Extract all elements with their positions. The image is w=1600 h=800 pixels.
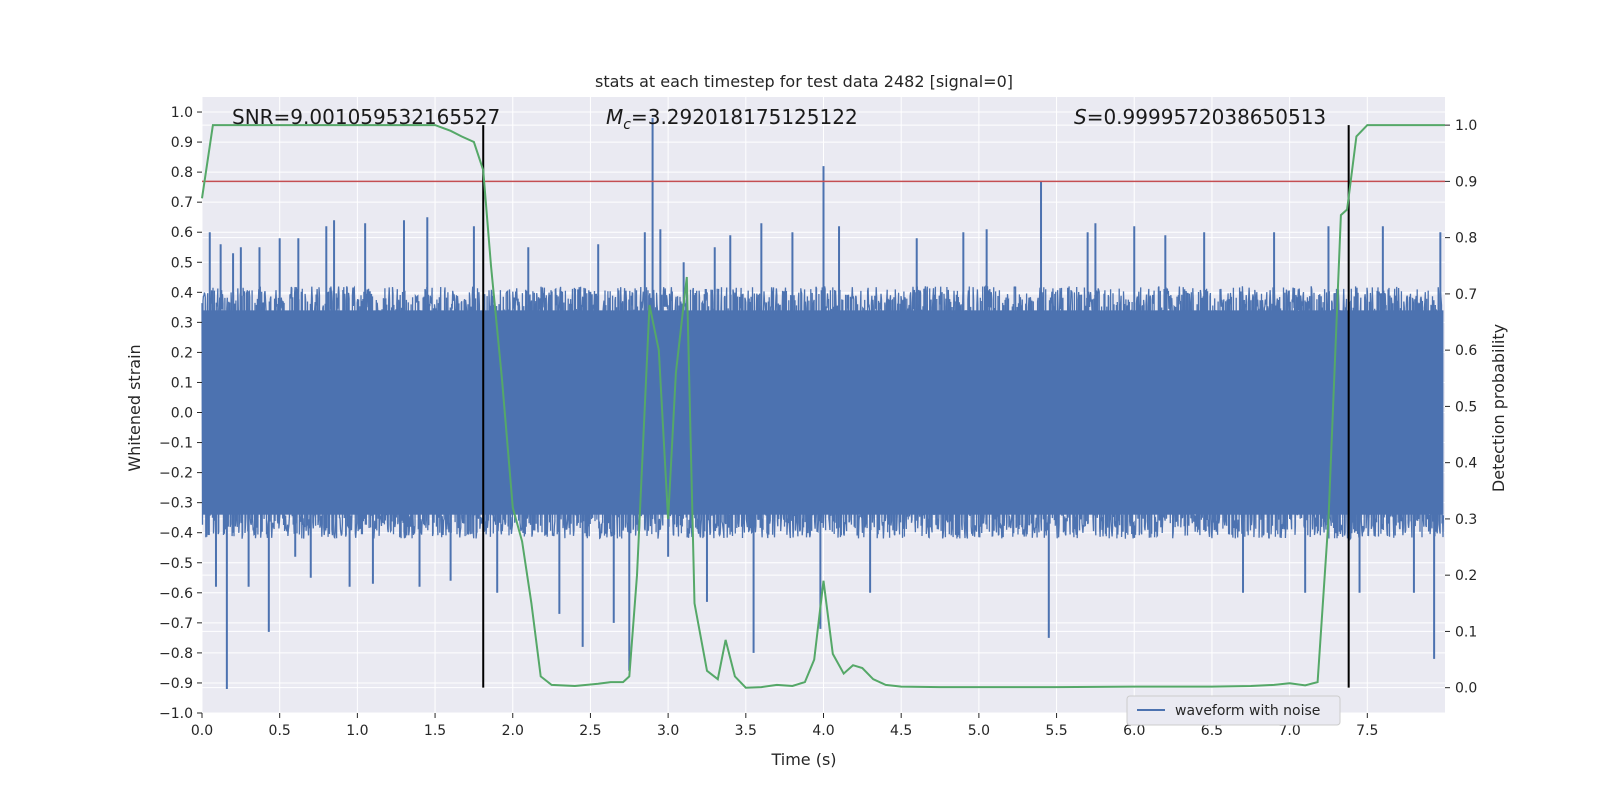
chirp-mass-symbol: M (606, 105, 623, 129)
snr-annotation: SNR=9.001059532165527 (232, 105, 500, 129)
score-annotation: S=0.9999572038650513 (1074, 105, 1326, 129)
y-tick-label: −1.0 (159, 706, 193, 722)
x-axis-ticks: 0.0 0.5 1.0 1.5 2.0 2.5 3.0 3.5 4.0 4.5 5.0 5.5 6.0 6… (191, 713, 1378, 739)
y-tick-label: 0.5 (171, 255, 193, 271)
x-tick-label: 0.5 (269, 723, 291, 739)
y-tick-label: 1.0 (171, 105, 193, 121)
chirp-mass-value: =3.292018175125122 (631, 105, 858, 129)
chirp-mass-subscript: c (623, 117, 631, 133)
y-tick-label: 0.6 (171, 225, 193, 241)
y2-tick-label: 0.0 (1455, 681, 1477, 697)
chart-title: stats at each timestep for test data 248… (595, 72, 1013, 91)
x-tick-label: 3.5 (735, 723, 757, 739)
y2-tick-label: 0.8 (1455, 231, 1477, 247)
y-tick-label: 0.3 (171, 315, 193, 331)
x-tick-label: 7.5 (1356, 723, 1378, 739)
y2-tick-label: 1.0 (1455, 118, 1477, 134)
y-tick-label: −0.2 (159, 466, 193, 482)
y-axis-title: Whitened strain (125, 344, 144, 471)
x-tick-label: 2.0 (502, 723, 524, 739)
detection-probability-line (201, 124, 1445, 689)
noise-spikes (204, 118, 1442, 689)
x-tick-label: 6.5 (1201, 723, 1223, 739)
y-tick-label: 0.2 (171, 345, 193, 361)
y-tick-label: −0.6 (159, 586, 193, 602)
y2-axis-title: Detection probability (1489, 324, 1508, 492)
y-tick-label: −0.4 (159, 526, 193, 542)
y-tick-label: −0.3 (159, 496, 193, 512)
y2-tick-label: 0.6 (1455, 343, 1477, 359)
x-axis-title: Time (s) (770, 750, 836, 769)
y-tick-label: −0.7 (159, 616, 193, 632)
y-tick-label: 0.1 (171, 375, 193, 391)
legend-box (1126, 695, 1341, 726)
y2-tick-label: 0.1 (1455, 624, 1477, 640)
y2-tick-label: 0.2 (1455, 568, 1477, 584)
y2-tick-label: 0.4 (1455, 456, 1477, 472)
x-tick-label: 0.0 (191, 723, 213, 739)
x-tick-label: 7.0 (1278, 723, 1300, 739)
legend: waveform with noise (1126, 695, 1341, 726)
x-tick-label: 6.0 (1123, 723, 1145, 739)
x-tick-label: 2.5 (579, 723, 601, 739)
y-tick-label: −0.8 (159, 646, 193, 662)
y2-tick-label: 0.9 (1455, 174, 1477, 190)
score-value: =0.9999572038650513 (1087, 105, 1326, 129)
y-axis-ticks: −1.0 −0.9 −0.8 −0.7 −0.6 −0.5 −0.4 −0.3 −0.2 −0.1… (159, 105, 202, 722)
score-symbol: S (1074, 105, 1087, 129)
y-tick-label: −0.1 (159, 436, 193, 452)
vertical-markers (482, 125, 1350, 688)
y-tick-label: 0.4 (171, 285, 193, 301)
x-tick-label: 5.5 (1045, 723, 1067, 739)
x-tick-label: 4.0 (812, 723, 834, 739)
x-tick-label: 5.0 (968, 723, 990, 739)
y-tick-label: −0.9 (159, 676, 193, 692)
y-tick-label: −0.5 (159, 556, 193, 572)
y-tick-label: 0.8 (171, 165, 193, 181)
x-tick-label: 1.5 (424, 723, 446, 739)
x-tick-label: 3.0 (657, 723, 679, 739)
y2-tick-label: 0.7 (1455, 287, 1477, 303)
y-tick-label: 0.7 (171, 195, 193, 211)
y2-axis-ticks: 0.0 0.1 0.2 0.3 0.4 0.5 0.6 0.7 0.8 0.9 1.0 (1445, 118, 1477, 697)
x-tick-label: 1.0 (346, 723, 368, 739)
y-tick-label: 0.0 (171, 406, 193, 422)
x-tick-label: 4.5 (890, 723, 912, 739)
legend-label: waveform with noise (1175, 703, 1320, 719)
y2-tick-label: 0.5 (1455, 399, 1477, 415)
y2-tick-label: 0.3 (1455, 512, 1477, 528)
chirp-mass-annotation: Mc=3.292018175125122 (606, 105, 858, 133)
y-tick-label: 0.9 (171, 135, 193, 151)
